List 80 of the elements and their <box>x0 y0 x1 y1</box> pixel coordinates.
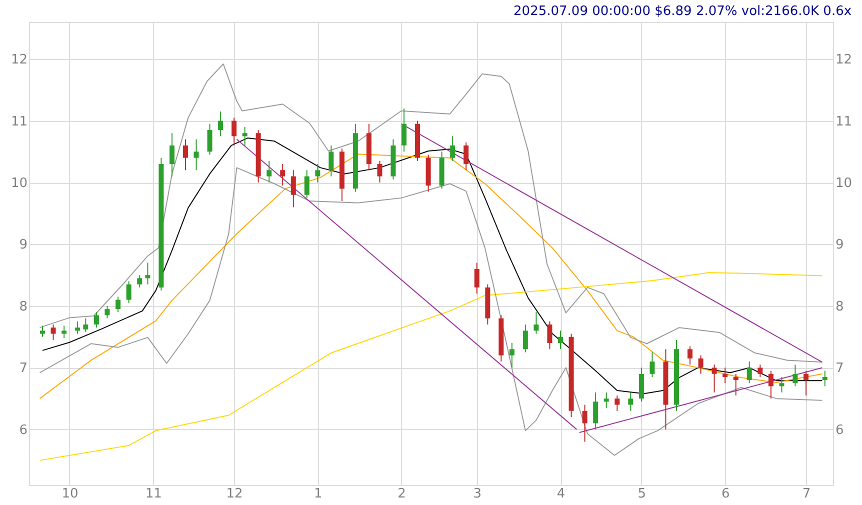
candlestick <box>509 342 514 368</box>
y-tick-label: 8 <box>19 299 28 314</box>
candlestick <box>604 392 609 408</box>
x-tick-label: 2 <box>398 486 406 502</box>
candlestick <box>733 373 738 396</box>
candlestick <box>582 404 588 442</box>
candlestick <box>650 352 655 378</box>
candlestick <box>194 138 199 171</box>
candlestick <box>534 312 539 334</box>
candlestick <box>50 324 56 340</box>
candlestick <box>402 108 407 152</box>
candlestick <box>712 364 717 393</box>
candlestick <box>547 320 552 350</box>
candlestick <box>145 262 150 285</box>
candlestick <box>804 370 809 396</box>
x-tick-label: 12 <box>226 486 243 502</box>
x-tick-label: 4 <box>556 486 566 502</box>
y-tick-label: 10 <box>10 176 28 192</box>
line-series <box>39 63 823 363</box>
candlestick <box>242 126 248 146</box>
candlestick <box>94 312 99 328</box>
candlestick <box>768 370 774 400</box>
candlestick <box>779 376 784 393</box>
candlestick <box>822 370 828 387</box>
x-tick-label: 3 <box>473 486 482 502</box>
x-tick-label: 5 <box>638 486 646 502</box>
y2-tick-label: 7 <box>836 361 844 376</box>
x-tick-label: 6 <box>721 486 730 502</box>
candlestick <box>328 144 334 177</box>
candlestick <box>62 325 67 339</box>
candlestick <box>792 364 798 387</box>
candlestick <box>207 123 212 156</box>
y-tick-label: 11 <box>10 114 28 130</box>
x-tick-label: 10 <box>62 486 78 502</box>
chart-title: 2025.07.09 00:00:00 $6.89 2.07% vol:2166.0K 0.6x <box>514 4 852 19</box>
y-tick-label: 12 <box>10 52 28 68</box>
x-tick-label: 7 <box>802 486 811 502</box>
candlestick <box>40 325 45 338</box>
candlestick <box>474 262 480 294</box>
candlestick <box>628 392 634 412</box>
y2-tick-label: 6 <box>836 422 844 438</box>
y-tick-label: 7 <box>19 361 28 376</box>
candlestick <box>315 163 320 184</box>
y-tick-label: 9 <box>19 238 28 253</box>
candlestick <box>182 138 188 171</box>
candlestick <box>758 364 763 378</box>
x-tick-label: 1 <box>314 486 322 502</box>
line-series <box>39 272 823 461</box>
candlestick <box>558 330 564 350</box>
y2-tick-label: 11 <box>836 114 852 130</box>
candlestick <box>290 170 296 208</box>
candlestick <box>377 160 382 184</box>
candlestick <box>137 274 142 288</box>
candlestick <box>593 392 598 430</box>
candlestick <box>722 367 728 384</box>
candlestick <box>83 318 88 332</box>
candlestick <box>266 160 272 184</box>
y2-tick-label: 12 <box>836 52 852 68</box>
candlestick <box>698 354 704 374</box>
candlestick <box>522 324 528 353</box>
candlestick <box>218 111 224 137</box>
candlestick <box>280 163 286 186</box>
candlestick <box>614 394 620 412</box>
candlestick <box>126 280 132 304</box>
y-tick-label: 6 <box>19 422 28 438</box>
candlestick <box>232 117 237 146</box>
y2-tick-label: 9 <box>836 238 844 253</box>
candlestick <box>450 136 456 162</box>
y2-tick-label: 10 <box>836 176 852 192</box>
candlestick <box>746 361 752 384</box>
candlestick <box>116 296 121 313</box>
line-series <box>39 167 823 456</box>
candlestick <box>169 132 174 177</box>
candlestick <box>688 346 693 366</box>
candlestick <box>304 170 310 198</box>
x-tick-label: 11 <box>145 486 162 502</box>
y2-tick-label: 8 <box>836 299 844 314</box>
candlestick <box>104 305 110 319</box>
candlestick <box>464 142 469 171</box>
candlestick <box>75 320 80 334</box>
